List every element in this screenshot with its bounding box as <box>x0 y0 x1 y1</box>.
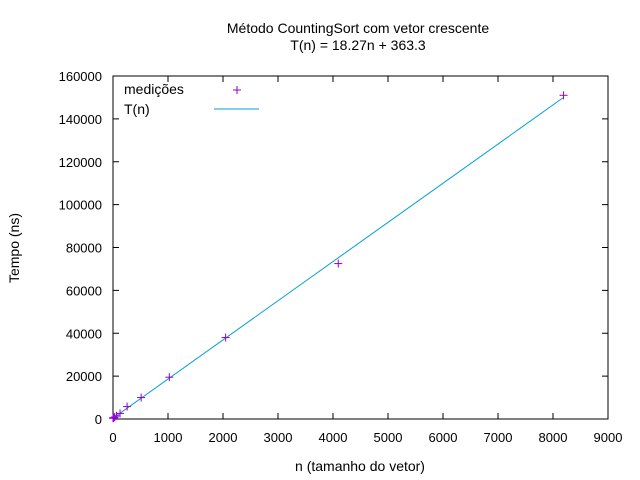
y-tick-label: 20000 <box>66 369 102 384</box>
legend-label-fit: T(n) <box>124 101 150 117</box>
x-tick-label: 0 <box>109 430 116 445</box>
x-axis-label: n (tamanho do vetor) <box>295 458 425 474</box>
plot-area-border <box>112 75 609 420</box>
y-tick-label: 0 <box>95 412 102 427</box>
data-point <box>116 409 125 418</box>
x-tick-label: 8000 <box>539 430 568 445</box>
data-point <box>110 413 119 422</box>
chart-subtitle: T(n) = 18.27n + 363.3 <box>290 37 426 53</box>
y-tick-label: 100000 <box>59 198 102 213</box>
x-tick-label: 5000 <box>374 430 403 445</box>
y-tick-label: 120000 <box>59 155 102 170</box>
y-tick-label: 40000 <box>66 326 102 341</box>
x-tick-label: 6000 <box>429 430 458 445</box>
data-point <box>559 91 568 100</box>
data-point <box>221 333 230 342</box>
y-axis: 0 20000 40000 60000 80000 100000 120000 140000 1… <box>59 69 608 427</box>
y-tick-label: 60000 <box>66 283 102 298</box>
x-tick-label: 4000 <box>319 430 348 445</box>
data-point <box>137 393 146 402</box>
x-tick-label: 1000 <box>154 430 183 445</box>
series-fit-line <box>112 96 564 419</box>
data-point <box>334 259 343 268</box>
x-axis: 0 1000 2000 3000 4000 5000 6000 7000 8000 9000 <box>109 76 622 445</box>
x-tick-label: 7000 <box>484 430 513 445</box>
x-tick-label: 3000 <box>264 430 293 445</box>
legend-label-measurements: medições <box>124 81 184 97</box>
legend-plus-marker <box>233 86 241 94</box>
legend: medições T(n) <box>124 81 259 117</box>
y-tick-label: 80000 <box>66 241 102 256</box>
y-axis-label: Tempo (ns) <box>6 213 22 283</box>
data-point <box>123 402 132 411</box>
chart-title: Método CountingSort com vetor crescente <box>227 20 489 36</box>
data-point <box>165 373 174 382</box>
y-tick-label: 140000 <box>59 112 102 127</box>
x-tick-label: 2000 <box>209 430 238 445</box>
series-measurements <box>109 91 568 423</box>
y-tick-label: 160000 <box>59 69 102 84</box>
x-tick-label: 9000 <box>594 430 623 445</box>
fit-line-segment <box>112 96 564 419</box>
legend-marker-measurements <box>233 86 241 94</box>
